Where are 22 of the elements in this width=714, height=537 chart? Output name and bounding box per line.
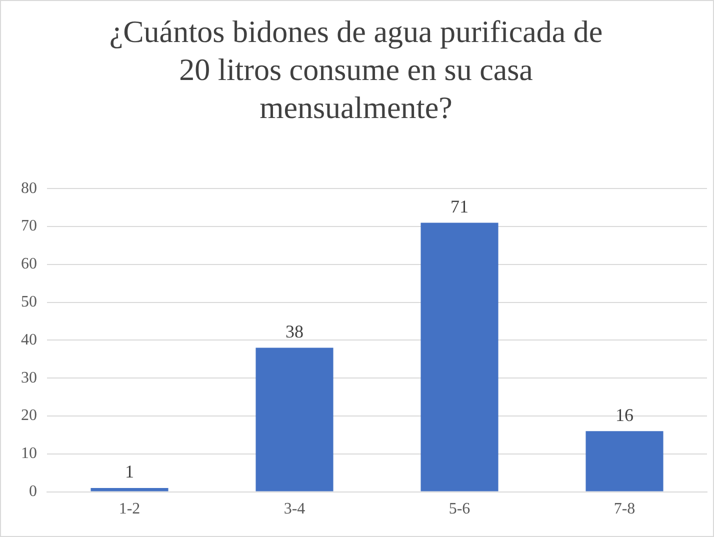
x-tick-label: 3-4 [284, 500, 306, 518]
data-label: 16 [616, 404, 634, 425]
bar [256, 348, 334, 492]
y-tick-label: 30 [21, 369, 37, 386]
y-tick-label: 70 [21, 218, 37, 235]
y-tick-label: 10 [21, 445, 37, 462]
x-tick-label: 1-2 [118, 500, 140, 518]
y-tick-label: 40 [21, 331, 37, 348]
data-label: 1 [125, 462, 134, 482]
bar [90, 488, 168, 492]
bar [420, 222, 498, 492]
y-tick-label: 60 [21, 256, 37, 273]
y-tick-label: 50 [21, 294, 37, 311]
x-tick-label: 5-6 [448, 500, 470, 518]
y-tick-label: 80 [21, 180, 37, 197]
data-label: 71 [450, 196, 468, 216]
chart-title: ¿Cuántos bidones de agua purificada de 20 litros consume en su casa mensualmente? [108, 13, 604, 127]
data-label: 38 [286, 322, 304, 342]
y-tick-label: 20 [21, 407, 37, 424]
bar [586, 431, 664, 492]
x-tick-label: 7-8 [614, 500, 636, 518]
y-tick-label: 0 [29, 483, 37, 500]
